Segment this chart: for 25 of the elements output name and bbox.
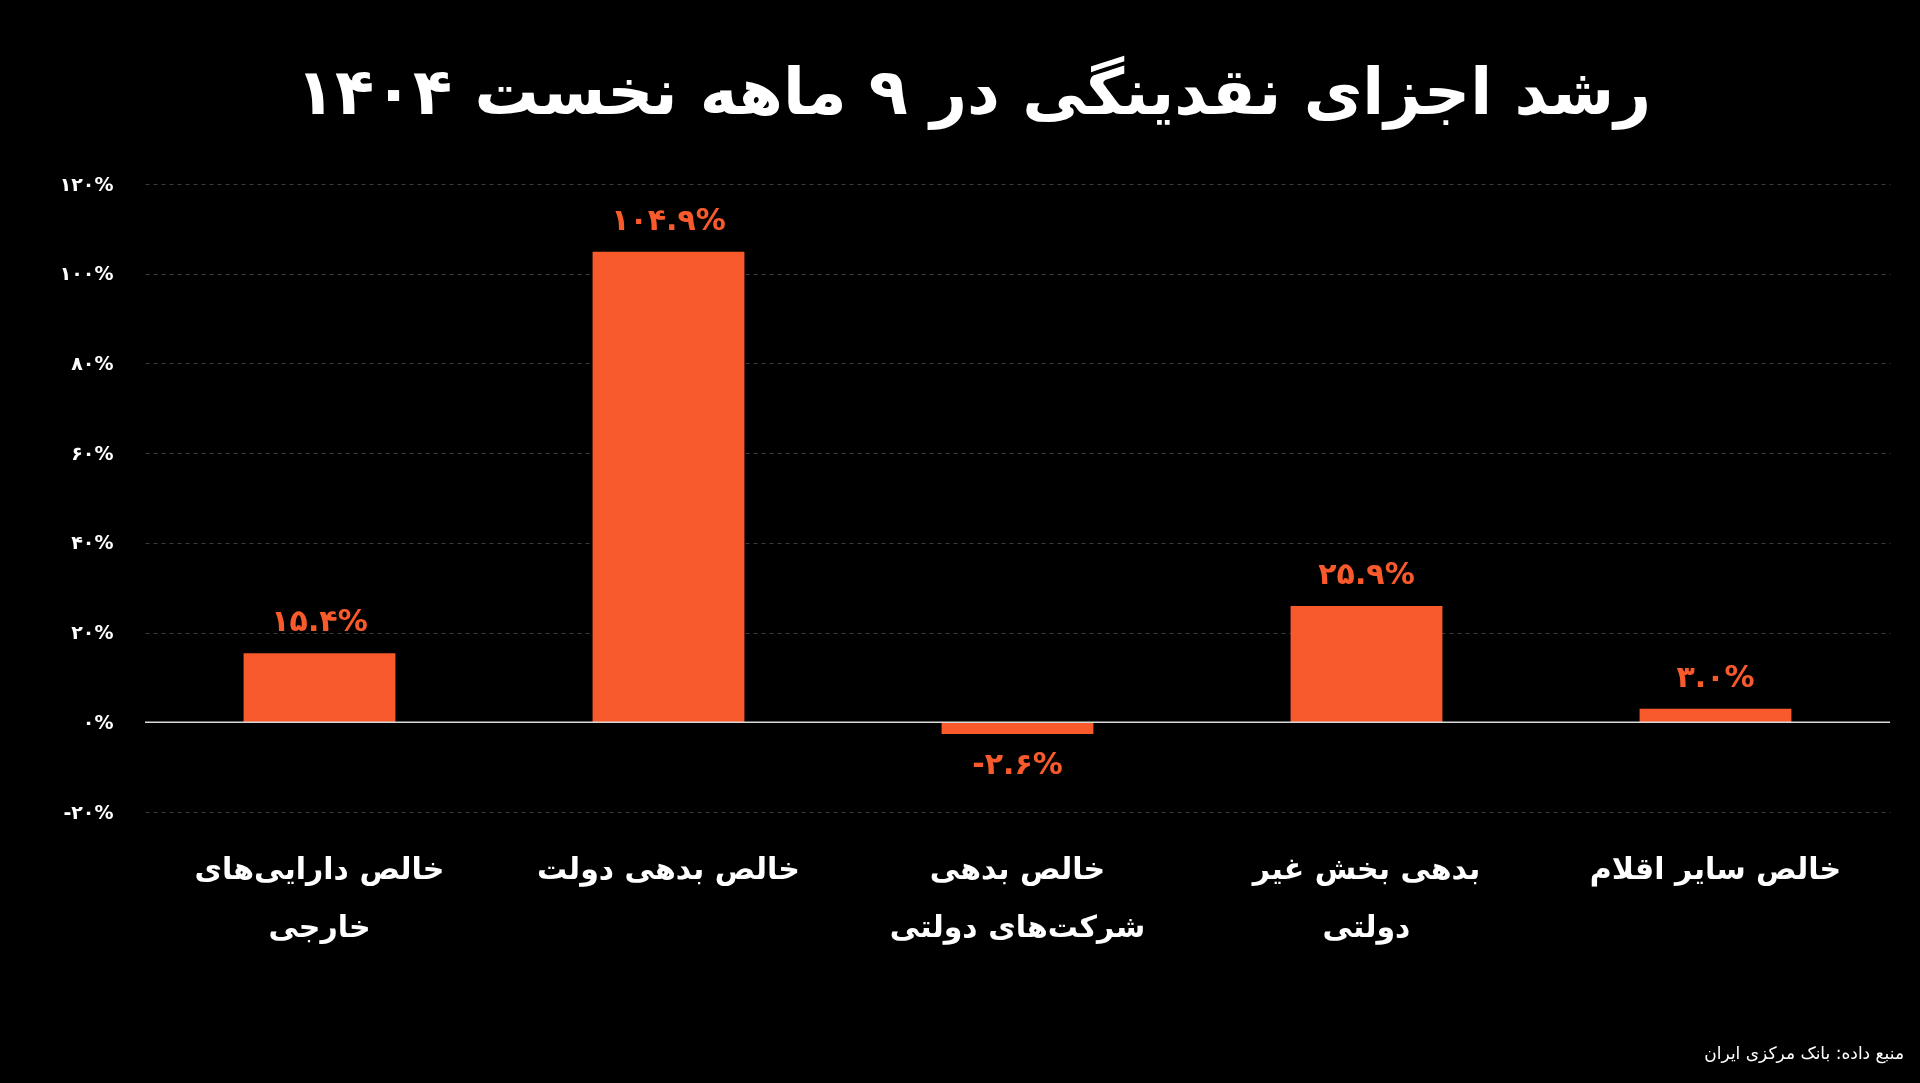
x-tick-label: بدهی بخش غیر دولتی: [1250, 850, 1481, 945]
y-tick-label: ۱۰۰%: [59, 262, 114, 285]
bar: [941, 722, 1094, 734]
data-label: ۱۵.۴%: [271, 603, 368, 639]
x-tick-label: خالص بدهی شرکت‌های دولتی: [889, 850, 1146, 945]
y-tick-label: ۲۰%: [71, 621, 114, 644]
chart-title: رشد اجزای نقدینگی در ۹ ماهه نخست ۱۴۰۴: [295, 55, 1652, 130]
y-tick-label: ۶۰%: [71, 441, 114, 464]
y-tick-label: -۲۰%: [63, 800, 114, 823]
y-tick-label: ۸۰%: [71, 351, 114, 374]
x-tick-label: خالص دارایی‌های خارجی: [194, 850, 445, 944]
text: منبع داده: بانک مرکزی ایران: [1704, 1043, 1904, 1064]
y-tick-label: ۴۰%: [71, 531, 114, 554]
bar: [243, 653, 396, 723]
y-tick-label: ۰%: [82, 710, 114, 733]
bar: [1639, 708, 1792, 723]
x-tick-label: خالص سایر اقلام: [1589, 850, 1842, 887]
y-tick-label: ۱۲۰%: [59, 172, 114, 195]
bar: [1290, 606, 1443, 723]
data-label: ۱۰۴.۹%: [611, 201, 726, 237]
bar: [592, 251, 745, 723]
x-tick-label: خالص بدهی دولت: [537, 850, 800, 887]
data-label: ۲۵.۹%: [1318, 556, 1415, 592]
data-label: ۳.۰%: [1676, 658, 1755, 694]
data-label: -۲.۶%: [972, 745, 1063, 781]
